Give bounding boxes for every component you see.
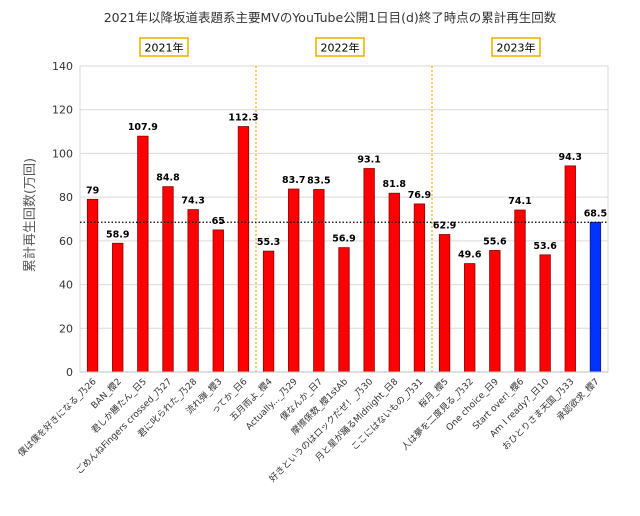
data-label: 55.3 bbox=[257, 237, 280, 248]
bar bbox=[162, 186, 174, 373]
y-tick-label: 100 bbox=[52, 147, 73, 160]
data-label: 74.3 bbox=[181, 196, 204, 207]
data-label: 55.6 bbox=[483, 236, 507, 247]
data-label: 58.9 bbox=[106, 229, 129, 240]
year-label: 2023年 bbox=[497, 41, 536, 55]
data-label: 94.3 bbox=[559, 152, 582, 163]
data-label: 49.6 bbox=[458, 250, 482, 261]
bar bbox=[187, 209, 199, 373]
bar bbox=[212, 229, 224, 373]
bar bbox=[112, 242, 124, 373]
bar bbox=[262, 250, 275, 373]
bar bbox=[564, 165, 576, 373]
data-label: 107.9 bbox=[128, 122, 158, 133]
y-tick-label: 40 bbox=[59, 279, 73, 292]
data-label: 65 bbox=[212, 216, 225, 227]
highlight-bar bbox=[589, 221, 602, 373]
y-tick-label: 20 bbox=[59, 322, 73, 335]
bar bbox=[137, 135, 149, 373]
data-label: 83.5 bbox=[307, 175, 330, 186]
year-label-box bbox=[315, 37, 365, 57]
bar bbox=[388, 192, 400, 373]
bar bbox=[413, 203, 426, 373]
y-tick-label: 140 bbox=[52, 60, 73, 73]
bar bbox=[313, 189, 325, 373]
data-label: 76.9 bbox=[408, 190, 431, 201]
data-label: 62.9 bbox=[433, 221, 456, 232]
data-label: 53.6 bbox=[533, 241, 557, 252]
x-tick-label: 僕は僕を好きになる_乃26 bbox=[15, 375, 99, 459]
chart-title: 2021年以降坂道表題系主要MVのYouTube公開1日目(d)終了時点の累計再… bbox=[104, 10, 557, 25]
y-tick-label: 0 bbox=[66, 366, 73, 379]
bar bbox=[489, 250, 501, 373]
bar bbox=[438, 234, 451, 373]
bar bbox=[237, 126, 250, 373]
bar bbox=[338, 247, 350, 373]
bar-layer: 79 58.9 107.9 84.8 74.3 65 112.3 55.3 83.7 83.5 56… bbox=[86, 113, 607, 373]
bar bbox=[539, 254, 551, 373]
bar bbox=[86, 198, 99, 373]
data-label: 68.5 bbox=[584, 208, 607, 219]
data-label: 84.8 bbox=[156, 173, 180, 184]
bar bbox=[464, 263, 476, 373]
x-tick-label: 承認欲求_櫻7 bbox=[554, 376, 602, 424]
y-tick-label: 60 bbox=[59, 235, 73, 248]
data-label: 83.7 bbox=[282, 175, 305, 186]
data-label: 93.1 bbox=[357, 155, 380, 166]
bar bbox=[288, 188, 300, 373]
year-label: 2022年 bbox=[321, 41, 360, 55]
year-label-box bbox=[139, 37, 189, 57]
year-group-layer: 2021年 2022年 2023年 bbox=[139, 37, 541, 372]
y-tick-label: 80 bbox=[59, 191, 73, 204]
year-label: 2021年 bbox=[145, 41, 184, 55]
data-label: 74.1 bbox=[508, 196, 531, 207]
data-label: 56.9 bbox=[332, 234, 355, 245]
year-label-box bbox=[491, 37, 541, 57]
data-label: 81.8 bbox=[383, 179, 407, 190]
bar bbox=[363, 168, 375, 373]
bar bbox=[514, 209, 526, 373]
data-label: 79 bbox=[86, 185, 99, 196]
data-label: 112.3 bbox=[228, 113, 258, 124]
y-axis-label: 累計再生回数(万回) bbox=[22, 158, 38, 272]
y-tick-label: 120 bbox=[52, 104, 73, 117]
